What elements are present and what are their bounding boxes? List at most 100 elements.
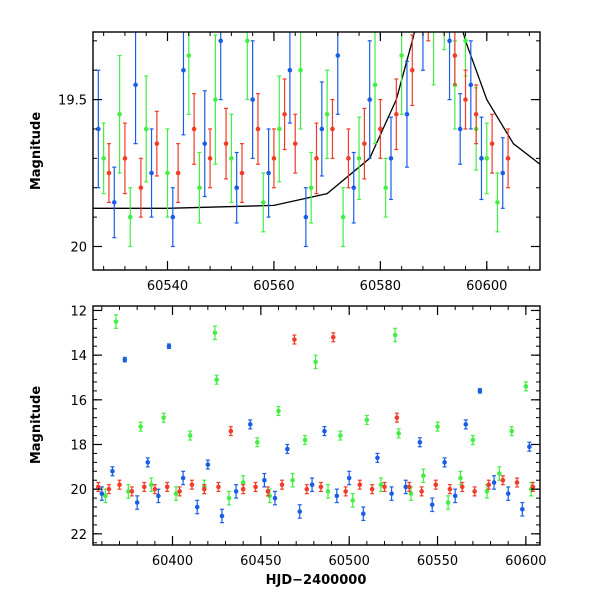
bottom-panel-green-marker: [435, 424, 440, 429]
bottom-panel-red-point: [459, 481, 465, 492]
bottom-panel-red-marker: [96, 484, 101, 490]
bottom-panel-blue-point: [477, 388, 483, 394]
bottom-panel-y-tick-label: 22: [70, 528, 87, 543]
bottom-panel-blue-marker: [233, 489, 239, 494]
top-panel-green-marker: [127, 214, 133, 220]
top-panel-green-point: [276, 75, 282, 183]
top-panel-red-point: [314, 122, 319, 195]
bottom-panel-blue-point: [309, 477, 315, 492]
bottom-panel-red-point: [406, 481, 412, 492]
bottom-panel-red-point: [216, 481, 221, 492]
bottom-panel-y-tick-label: 16: [70, 394, 87, 409]
bottom-panel-red-marker: [202, 486, 207, 492]
bottom-panel-green-point: [421, 468, 426, 484]
top-panel-red-point: [489, 113, 495, 174]
bottom-panel-green-marker: [470, 437, 476, 443]
top-panel-y-tick-label: 19.5: [58, 94, 87, 109]
bottom-panel-red-marker: [486, 482, 492, 487]
top-panel-red-marker: [175, 170, 181, 176]
top-panel-blue-marker: [218, 38, 224, 44]
bottom-panel-blue-marker: [145, 460, 151, 465]
bottom-panel-blue-point: [194, 499, 200, 515]
top-panel-green-point: [495, 172, 500, 233]
bottom-panel-red-marker: [228, 428, 234, 434]
bottom-panel-plot-area: [96, 314, 536, 524]
bottom-panel-blue-point: [491, 475, 497, 490]
top-panel-green-marker: [229, 156, 234, 161]
top-panel-blue-point: [388, 116, 394, 201]
bottom-panel-red-point: [382, 481, 387, 492]
top-panel-blue-marker: [250, 97, 255, 102]
bottom-panel-red-point: [394, 412, 400, 423]
top-panel-model-curve: [93, 32, 540, 209]
bottom-panel-red-marker: [357, 482, 363, 487]
top-panel-green-marker: [383, 185, 388, 191]
bottom-panel-red-marker: [433, 482, 439, 487]
top-panel-red-point: [378, 98, 383, 159]
top-panel-blue-point: [218, 32, 224, 101]
top-panel-red-marker: [138, 185, 144, 191]
bottom-panel-green-marker: [421, 473, 426, 479]
top-panel-red-point: [330, 98, 335, 159]
bottom-panel-red-point: [152, 484, 158, 495]
bottom-panel-blue-point: [442, 457, 447, 468]
bottom-panel-red-marker: [514, 480, 520, 485]
bottom-panel-green-marker: [240, 480, 246, 485]
top-panel-red-marker: [106, 170, 112, 176]
top-panel-red-point: [282, 78, 287, 151]
bottom-panel-blue-marker: [403, 484, 409, 490]
top-panel-green-marker: [298, 67, 303, 73]
bottom-panel-blue-marker: [361, 511, 366, 517]
bottom-panel-red-marker: [265, 489, 271, 494]
top-panel-blue-marker: [96, 126, 101, 132]
bottom-panel-green-marker: [497, 471, 502, 476]
bottom-panel-blue-marker: [99, 491, 105, 496]
bottom-panel-blue-marker: [272, 495, 278, 501]
bottom-panel-blue-point: [247, 419, 253, 430]
top-panel-green-point: [308, 151, 314, 224]
bottom-panel-blue-point: [219, 508, 225, 524]
bottom-panel: Magnitude HJD−2400000 60400 60450 60500 605…: [29, 304, 547, 588]
bottom-panel-blue-marker: [166, 343, 172, 349]
bottom-panel-blue-point: [297, 504, 303, 519]
top-panel-blue-point: [202, 90, 208, 198]
top-panel-blue-point: [266, 128, 271, 218]
bottom-panel-red-marker: [459, 484, 465, 490]
top-panel-red-point: [122, 122, 128, 195]
top-panel-green-point: [127, 187, 133, 248]
top-panel-red-marker: [452, 53, 458, 58]
top-panel-green-marker: [260, 200, 266, 205]
bottom-panel-green-point: [509, 426, 515, 437]
bottom-panel-blue-marker: [520, 506, 525, 512]
bottom-panel-red-point: [292, 334, 297, 345]
bottom-panel-red-point: [228, 426, 234, 437]
bottom-panel-green-point: [302, 434, 308, 446]
top-panel-blue-point: [404, 60, 410, 168]
top-panel-blue-marker: [447, 38, 452, 44]
bottom-panel-red-marker: [189, 482, 195, 487]
bottom-panel-blue-marker: [452, 493, 458, 499]
bottom-panel-red-point: [106, 484, 112, 495]
bottom-panel-blue-point: [262, 472, 267, 488]
bottom-panel-red-marker: [500, 477, 506, 483]
bottom-panel-blue-marker: [205, 462, 211, 467]
top-panel-green-point: [484, 122, 490, 195]
top-panel-x-tick-label: 60540: [147, 279, 188, 294]
bottom-panel-green-point: [313, 354, 318, 370]
bottom-panel-blue-marker: [527, 444, 532, 450]
bottom-panel-green-point: [325, 484, 331, 499]
top-panel-blue-marker: [133, 82, 138, 88]
top-panel-red-marker: [346, 156, 351, 161]
bottom-panel-blue-marker: [247, 422, 253, 427]
top-panel-green-point: [213, 34, 218, 165]
top-panel-blue-marker: [111, 200, 117, 205]
top-panel-blue-point: [96, 69, 101, 189]
bottom-panel-red-marker: [129, 489, 135, 494]
top-panel-red-marker: [330, 126, 335, 132]
top-panel-green-marker: [245, 38, 250, 44]
top-panel-green-marker: [495, 200, 500, 205]
bottom-panel-green-marker: [187, 433, 193, 438]
bottom-panel-green-point: [226, 490, 232, 506]
bottom-panel-red-point: [447, 484, 453, 495]
top-panel-plot-area: [93, 32, 540, 248]
